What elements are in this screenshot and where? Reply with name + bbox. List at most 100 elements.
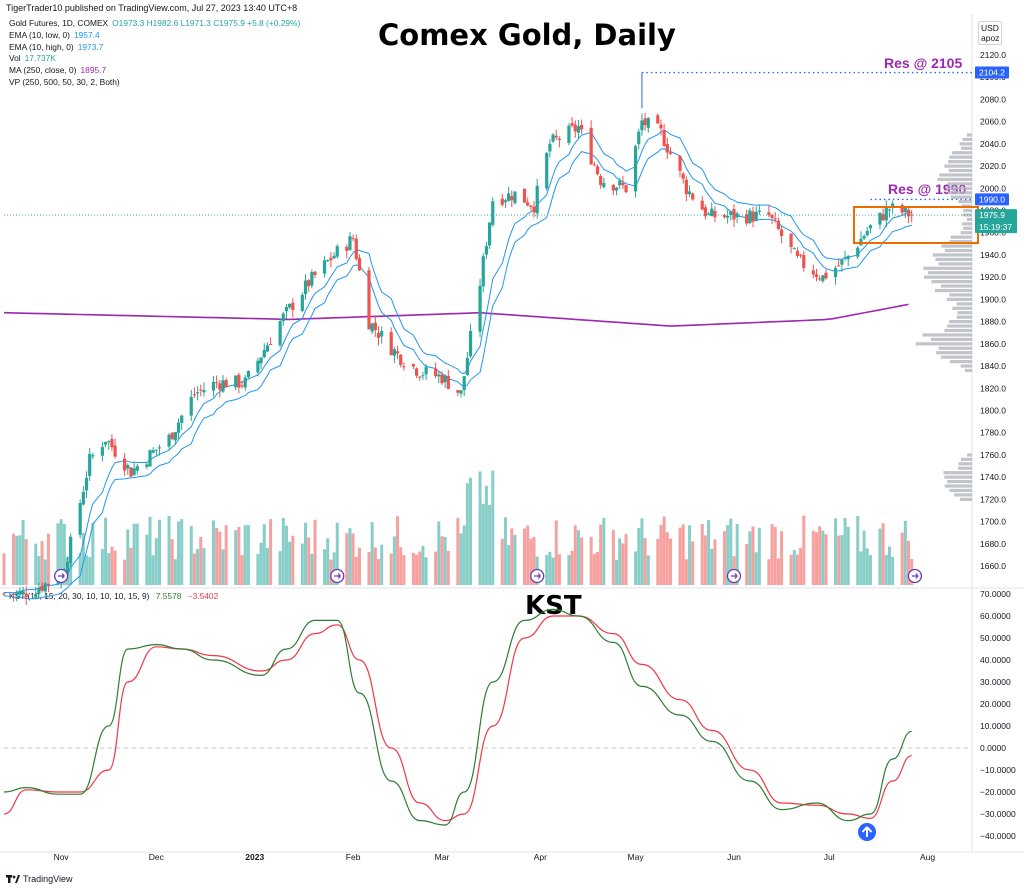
candle-body — [487, 222, 492, 246]
volume-profile-bar — [958, 466, 972, 470]
candle-body — [24, 593, 28, 598]
volume-bar — [243, 525, 247, 585]
legend-label: EMA (10, high, 0) — [9, 41, 74, 52]
tag-2104-bg — [975, 66, 1009, 79]
volume-bar — [126, 529, 130, 585]
candle-body — [767, 212, 771, 216]
volume-bar — [300, 543, 304, 585]
candle-body — [862, 236, 866, 239]
volume-bar — [307, 537, 311, 585]
candle-body — [510, 196, 514, 201]
kst-legend: KST (10, 15, 20, 30, 10, 10, 10, 15, 9) … — [9, 591, 218, 601]
candle-body — [123, 458, 127, 471]
candle-body — [465, 357, 469, 376]
volume-profile-bar — [949, 293, 972, 297]
volume-bar — [446, 550, 450, 585]
res-2105-annotation: Res @ 2105 — [884, 55, 963, 71]
volume-bar — [526, 525, 530, 585]
volume-profile-bar — [961, 146, 972, 150]
volume-bar — [354, 556, 358, 585]
kst-legend-signal: −3.5402 — [187, 591, 219, 601]
volume-bar — [224, 525, 228, 585]
legend-row[interactable]: MA (250, close, 0) 1895.7 — [9, 65, 300, 77]
kst-tick-label: 50.0000 — [980, 633, 1011, 643]
volume-profile-bar — [944, 484, 972, 488]
volume-bar — [421, 545, 425, 585]
candle-body — [221, 380, 225, 392]
volume-bar — [173, 559, 177, 585]
candle-body — [424, 367, 428, 375]
volume-bar — [510, 528, 514, 585]
candle-body — [599, 175, 603, 185]
candle-body — [211, 381, 216, 391]
volume-bar — [745, 544, 749, 585]
candle-body — [535, 185, 539, 214]
volume-bar — [795, 554, 799, 585]
volume-bar — [500, 538, 504, 585]
volume-bar — [459, 533, 463, 585]
candle-body — [567, 125, 571, 143]
candle-body — [389, 332, 393, 356]
candle-body — [303, 280, 308, 295]
publish-header: TigerTrader10 published on TradingView.c… — [6, 3, 298, 13]
candle-body — [532, 206, 536, 213]
candle-body — [611, 184, 615, 191]
volume-bar — [2, 553, 6, 585]
price-tick-label: 1720.0 — [980, 494, 1006, 504]
volume-bar — [281, 517, 285, 585]
legend-row[interactable]: EMA (10, low, 0) 1957.4 — [9, 30, 300, 42]
time-tick-label: 2023 — [245, 852, 264, 862]
volume-bar — [802, 515, 806, 585]
volume-bar — [668, 538, 672, 585]
candle-body — [240, 385, 244, 387]
volume-profile-bar — [948, 160, 972, 164]
candle-body — [11, 593, 16, 595]
legend-row[interactable]: Vol 17.737K — [9, 53, 300, 65]
candle-body — [392, 349, 396, 356]
kst-tick-label: 60.0000 — [980, 611, 1011, 621]
volume-bar — [424, 557, 428, 585]
candle-body — [802, 254, 806, 268]
candle-body — [399, 354, 403, 365]
currency-unit-button[interactable]: USD apoz — [978, 21, 1003, 45]
legend-row[interactable]: EMA (10, high, 0) 1973.7 — [9, 42, 300, 54]
volume-bar — [900, 532, 904, 585]
volume-profile-bar — [948, 168, 972, 173]
volume-bar — [907, 540, 911, 585]
volume-bar — [246, 525, 250, 585]
event-arrow-icon — [730, 573, 738, 579]
volume-bar — [123, 559, 127, 585]
volume-bar — [713, 539, 717, 585]
candle-body — [633, 146, 638, 192]
price-tick-label: 1880.0 — [980, 317, 1006, 327]
candle-body — [310, 272, 314, 286]
volume-bar — [434, 551, 438, 585]
candle-body — [646, 117, 650, 128]
candle-body — [157, 447, 162, 449]
volume-profile-bar — [954, 493, 972, 497]
candle-body — [592, 164, 596, 166]
candle-body — [789, 233, 793, 248]
volume-profile-bar — [952, 151, 972, 155]
volume-bar — [821, 530, 825, 585]
legend-row[interactable]: Gold Futures, 1D, COMEX O1973.3 H1982.6 L… — [9, 18, 300, 30]
volume-bar — [237, 527, 241, 585]
volume-bar — [192, 553, 196, 585]
volume-bar — [323, 549, 327, 585]
volume-bar — [269, 519, 273, 585]
candle-body — [180, 415, 184, 423]
volume-bar — [691, 541, 695, 585]
price-tick-label: 1660.0 — [980, 561, 1006, 571]
candle-body — [234, 375, 238, 388]
candle-body — [491, 201, 495, 225]
kst-tick-label: 70.0000 — [980, 589, 1011, 599]
legend-label: Gold Futures, 1D, COMEX — [9, 18, 109, 28]
volume-profile-bar — [949, 240, 972, 244]
volume-bar — [573, 525, 577, 585]
candle-body — [434, 368, 438, 377]
price-axis: 2120.02100.02080.02060.02040.02020.02000… — [980, 50, 1006, 571]
volume-bar — [167, 515, 171, 585]
legend-row[interactable]: VP (250, 500, 50, 30, 2, Both) — [9, 77, 300, 89]
candle-body — [833, 268, 838, 278]
